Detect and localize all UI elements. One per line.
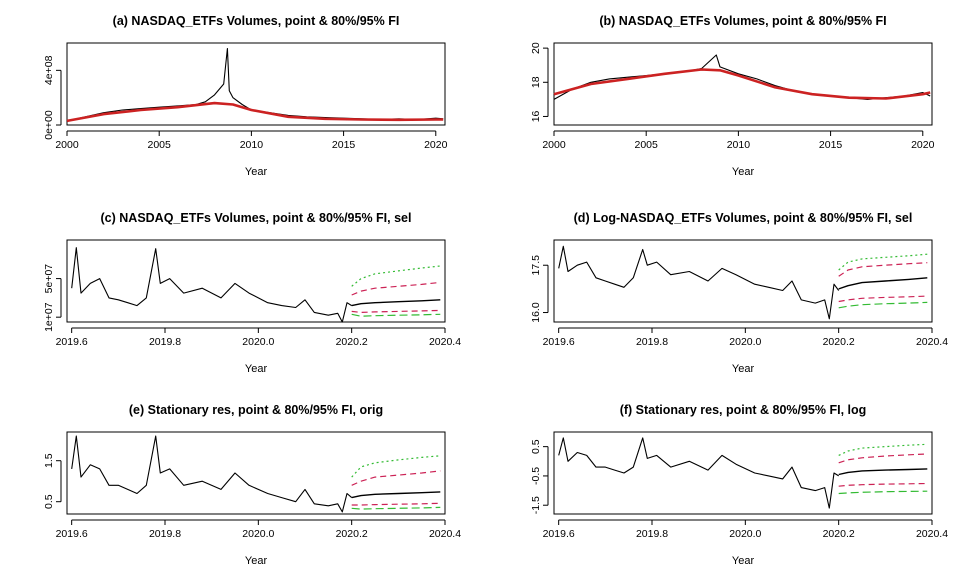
series-d-fi80-upper (838, 262, 928, 277)
chart-panel-d: (d) Log-NASDAQ_ETFs Volumes, point & 80%… (530, 211, 948, 375)
x-axis-label-f: Year (732, 555, 755, 567)
y-tick-label-a: 0e+00 (43, 110, 55, 140)
x-tick-label-d: 2020.4 (916, 336, 948, 348)
x-tick-label-b: 2020 (911, 139, 935, 151)
series-c-fi80-upper (351, 281, 441, 296)
x-axis-label-e: Year (245, 555, 268, 567)
x-tick-label-c: 2020.0 (242, 336, 274, 348)
series-c-point-forecast (351, 299, 441, 307)
y-tick-label-f: 0.5 (530, 439, 542, 454)
x-tick-label-e: 2019.8 (149, 528, 181, 540)
x-tick-label-a: 2005 (148, 139, 172, 151)
chart-panel-f: (f) Stationary res, point & 80%/95% FI, … (530, 403, 948, 567)
plot-frame-e (66, 431, 446, 515)
series-e-fi80-upper (351, 470, 441, 486)
series-f-observed (558, 437, 839, 509)
series-f-fi80-upper (838, 453, 928, 464)
series-d-fi80-lower (838, 295, 928, 303)
x-tick-label-c: 2020.4 (429, 336, 461, 348)
y-tick-label-c: 1e+07 (43, 302, 55, 332)
x-tick-label-c: 2020.2 (336, 336, 368, 348)
series-a-trend (66, 101, 444, 123)
y-tick-label-d: 17.5 (530, 255, 542, 276)
plot-frame-d (553, 239, 933, 323)
series-f-point-forecast (838, 468, 928, 476)
x-tick-label-e: 2020.0 (242, 528, 274, 540)
x-tick-label-f: 2020.2 (823, 528, 855, 540)
series-f-fi95-upper (838, 443, 928, 456)
x-tick-label-b: 2005 (635, 139, 659, 151)
series-f-fi95-lower (838, 490, 928, 495)
x-tick-label-f: 2020.4 (916, 528, 948, 540)
x-tick-label-f: 2019.8 (636, 528, 668, 540)
chart-panel-e: (e) Stationary res, point & 80%/95% FI, … (43, 403, 461, 567)
y-tick-label-b: 20 (530, 42, 542, 54)
series-e-observed (71, 435, 353, 513)
series-d-point-forecast (838, 277, 928, 290)
x-tick-label-d: 2019.6 (543, 336, 575, 348)
x-axis-label-d: Year (732, 363, 755, 375)
chart-title-a: (a) NASDAQ_ETFs Volumes, point & 80%/95%… (113, 14, 400, 28)
y-tick-label-e: 0.5 (43, 494, 55, 509)
series-c-observed (71, 247, 352, 323)
y-tick-label-b: 18 (530, 76, 542, 88)
y-tick-label-f: -1.5 (530, 496, 542, 514)
x-axis-label-b: Year (732, 166, 755, 178)
x-tick-label-e: 2020.4 (429, 528, 461, 540)
y-tick-label-f: -0.5 (530, 467, 542, 485)
x-tick-label-a: 2020 (424, 139, 448, 151)
series-d-fi95-lower (838, 301, 928, 309)
x-tick-label-d: 2020.2 (823, 336, 855, 348)
series-d-observed (558, 245, 840, 320)
y-tick-label-d: 16.0 (530, 302, 542, 323)
x-tick-label-b: 2015 (819, 139, 843, 151)
x-tick-label-c: 2019.6 (56, 336, 88, 348)
series-c-fi95-lower (351, 313, 441, 317)
series-c-fi95-upper (351, 265, 441, 287)
series-c-fi80-lower (351, 309, 441, 313)
x-tick-label-e: 2019.6 (56, 528, 88, 540)
x-tick-label-d: 2020.0 (729, 336, 761, 348)
x-tick-label-f: 2020.0 (729, 528, 761, 540)
y-tick-label-c: 5e+07 (43, 264, 55, 294)
x-tick-label-a: 2010 (240, 139, 264, 151)
x-tick-label-d: 2019.8 (636, 336, 668, 348)
series-e-fi95-lower (351, 506, 441, 510)
series-e-fi95-upper (351, 455, 441, 478)
series-b-trend (553, 68, 931, 100)
x-axis-label-a: Year (245, 166, 268, 178)
plot-frame-a (66, 42, 446, 126)
x-tick-label-b: 2010 (727, 139, 751, 151)
series-d-fi95-upper (838, 253, 928, 271)
x-tick-label-a: 2015 (332, 139, 356, 151)
x-tick-label-f: 2019.6 (543, 528, 575, 540)
x-tick-label-e: 2020.2 (336, 528, 368, 540)
x-tick-label-b: 2000 (542, 139, 566, 151)
chart-panel-b: (b) NASDAQ_ETFs Volumes, point & 80%/95%… (530, 14, 935, 178)
chart-title-d: (d) Log-NASDAQ_ETFs Volumes, point & 80%… (574, 211, 913, 225)
series-e-point-forecast (351, 491, 441, 499)
chart-title-b: (b) NASDAQ_ETFs Volumes, point & 80%/95%… (599, 14, 886, 28)
x-tick-label-c: 2019.8 (149, 336, 181, 348)
y-tick-label-a: 4e+08 (43, 55, 55, 85)
series-e-fi80-lower (351, 502, 441, 506)
x-tick-label-a: 2000 (55, 139, 79, 151)
series-f-fi80-lower (838, 482, 928, 487)
chart-title-e: (e) Stationary res, point & 80%/95% FI, … (129, 403, 383, 417)
chart-title-f: (f) Stationary res, point & 80%/95% FI, … (620, 403, 867, 417)
plot-frame-f (553, 431, 933, 515)
chart-title-c: (c) NASDAQ_ETFs Volumes, point & 80%/95%… (101, 211, 412, 225)
plot-frame-c (66, 239, 446, 323)
y-tick-label-e: 1.5 (43, 453, 55, 468)
plot-frame-b (553, 42, 933, 126)
chart-panel-c: (c) NASDAQ_ETFs Volumes, point & 80%/95%… (43, 211, 461, 375)
chart-panel-a: (a) NASDAQ_ETFs Volumes, point & 80%/95%… (43, 14, 448, 178)
x-axis-label-c: Year (245, 363, 268, 375)
y-tick-label-b: 16 (530, 110, 542, 122)
